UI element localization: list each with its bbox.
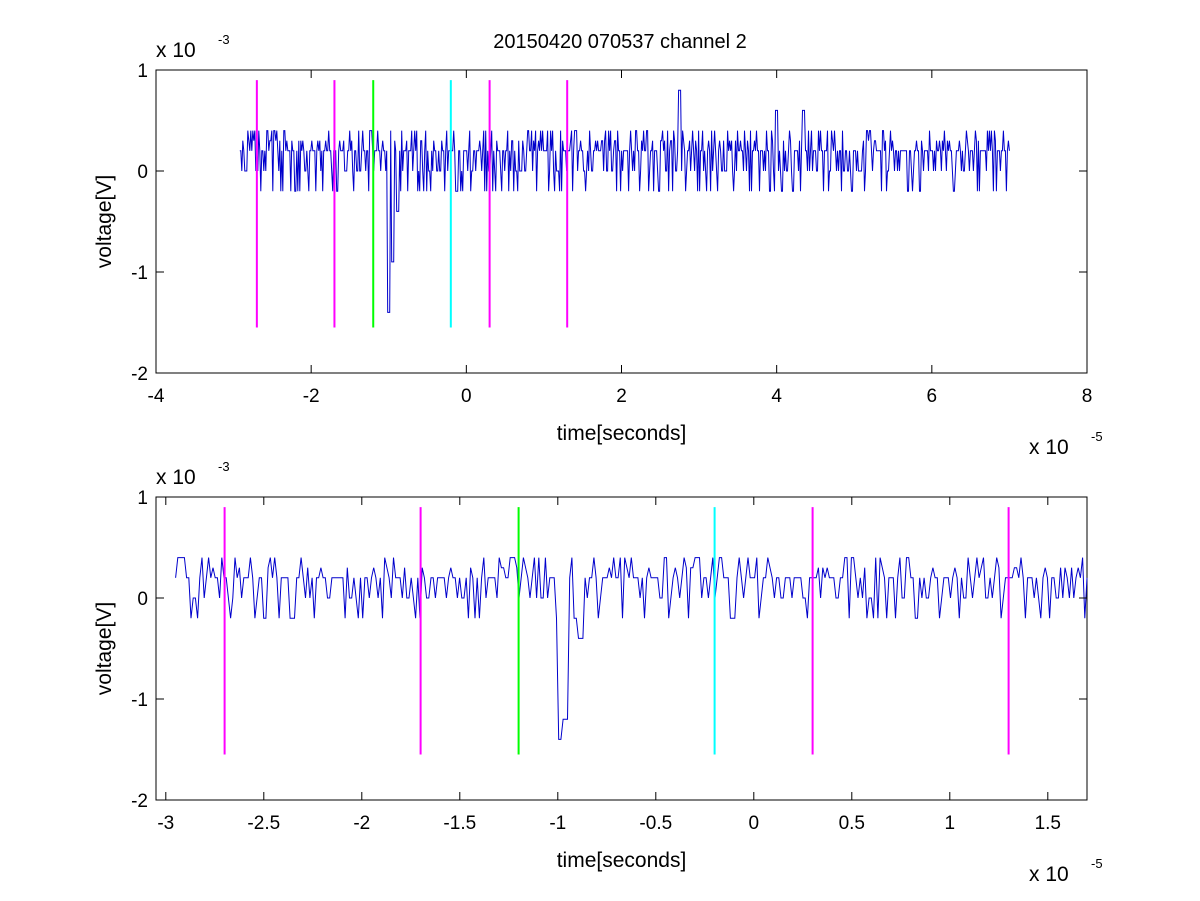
x-tick-label: 8 — [1082, 386, 1093, 407]
x-tick-label: -2.5 — [247, 813, 280, 834]
y-tick-label: -2 — [131, 791, 148, 812]
figure-title: 20150420 070537 channel 2 — [493, 31, 747, 53]
x-exponent-label: x 10 — [1029, 863, 1069, 886]
x-tick-label: -1 — [549, 813, 566, 834]
axes-box — [155, 69, 1088, 374]
y-tick-label: 1 — [137, 488, 148, 509]
x-tick-label: -0.5 — [639, 813, 672, 834]
axes-box — [155, 496, 1088, 801]
y-exponent-label: x 10 — [156, 39, 196, 62]
x-tick-label: -1.5 — [443, 813, 476, 834]
y-axis-label: voltage[V] — [93, 175, 116, 268]
x-tick-label: 0 — [461, 386, 472, 407]
x-tick-label: -4 — [148, 386, 165, 407]
x-tick-label: -2 — [353, 813, 370, 834]
y-exponent-label: x 10 — [156, 466, 196, 489]
x-tick-label: 1.5 — [1035, 813, 1061, 834]
y-tick-label: -1 — [131, 690, 148, 711]
y-exponent-power: -3 — [218, 32, 230, 47]
y-tick-label: -2 — [131, 364, 148, 385]
series-line — [175, 557, 1088, 740]
series-line — [239, 89, 1010, 313]
y-axis-label: voltage[V] — [93, 602, 116, 695]
y-tick-label: -1 — [131, 263, 148, 284]
x-tick-label: 1 — [945, 813, 956, 834]
chart-panel-bottom: -3 -2.5 -2 -1.5 -1 -0.5 0 0.5 1 1.5 -2 -1 0 1 time[sec… — [93, 459, 1103, 886]
y-tick-label: 0 — [137, 162, 148, 183]
x-exponent-power: -5 — [1091, 856, 1103, 871]
chart-panel-top: -4 -2 0 2 4 6 8-2-101time[seconds]voltage[V]x … — [93, 32, 1103, 459]
x-tick-label: 2 — [616, 386, 627, 407]
x-tick-label: 6 — [927, 386, 938, 407]
y-tick-label: 1 — [137, 61, 148, 82]
x-exponent-label: x 10 — [1029, 436, 1069, 459]
x-tick-label: 0 — [749, 813, 760, 834]
y-exponent-power: -3 — [218, 459, 230, 474]
x-tick-label: 0.5 — [839, 813, 865, 834]
x-axis-label: time[seconds] — [557, 849, 687, 872]
x-tick-label: -2 — [303, 386, 320, 407]
x-exponent-power: -5 — [1091, 429, 1103, 444]
x-axis-label: time[seconds] — [557, 422, 687, 445]
x-tick-label: 4 — [771, 386, 782, 407]
y-tick-label: 0 — [137, 589, 148, 610]
x-tick-label: -3 — [157, 813, 174, 834]
